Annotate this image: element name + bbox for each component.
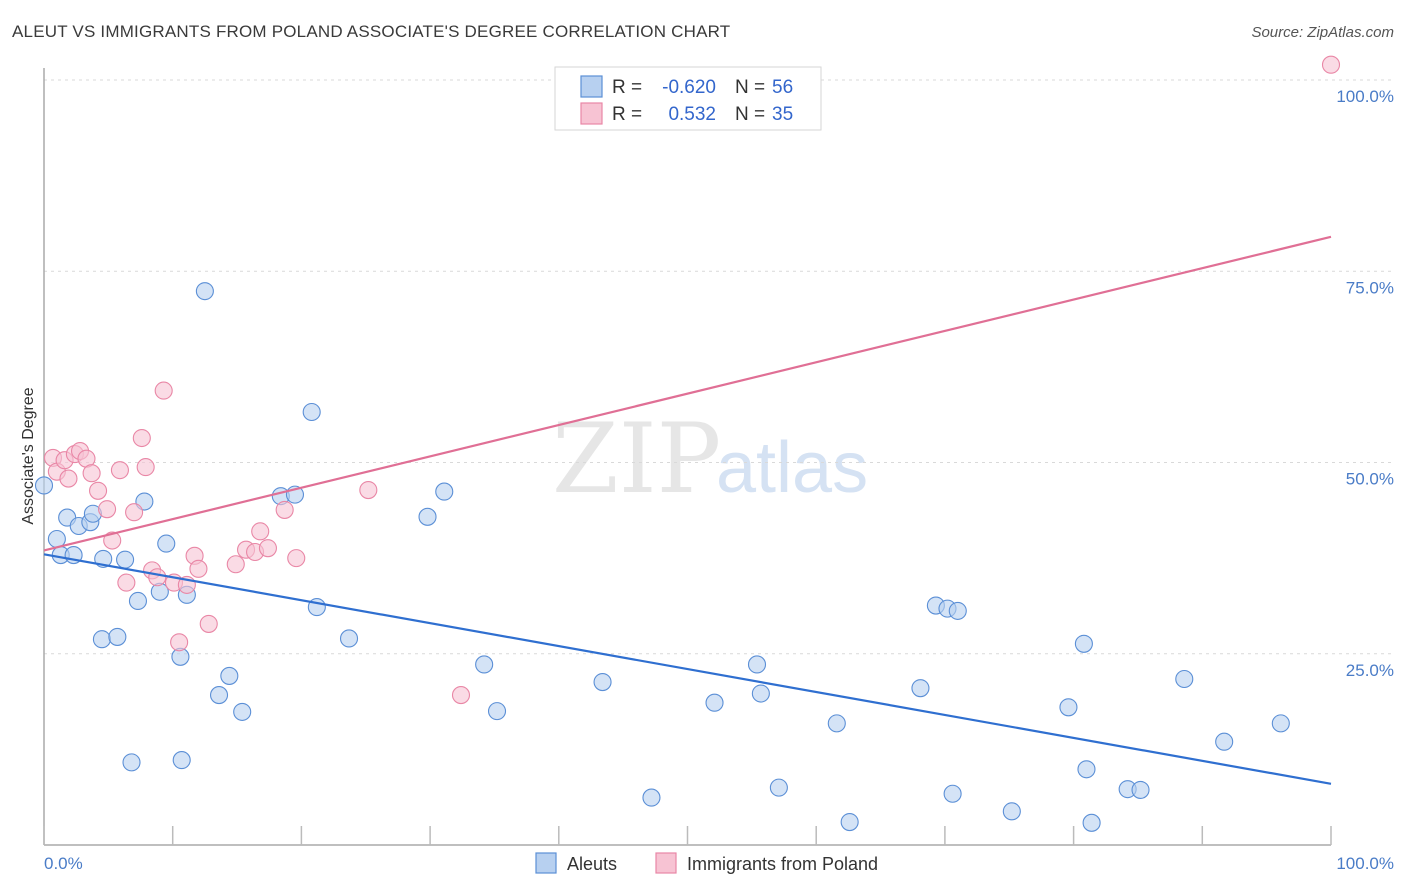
aleuts-point-8 xyxy=(92,630,111,649)
source-credit: Source: ZipAtlas.com xyxy=(1251,24,1394,41)
poland-point-20 xyxy=(170,633,189,652)
aleuts-point-45 xyxy=(948,601,967,620)
aleuts-point-44 xyxy=(943,784,962,803)
correlation-legend: R = -0.620 N = 56 R = 0.532 N = 35 xyxy=(554,66,822,131)
watermark-atlas: atlas xyxy=(716,428,868,508)
aleuts-point-35 xyxy=(705,693,724,712)
aleuts-point-54 xyxy=(1215,732,1234,751)
poland-point-31 xyxy=(287,549,306,568)
aleuts-point-11 xyxy=(116,550,135,569)
poland-point-10 xyxy=(103,531,122,550)
aleuts-point-16 xyxy=(157,534,176,553)
poland-point-15 xyxy=(136,458,155,477)
poland-point-25 xyxy=(226,555,245,574)
poland-point-3 xyxy=(59,469,78,488)
aleuts-point-34 xyxy=(642,788,661,807)
x-tick-label-0: 0.0% xyxy=(44,854,83,873)
poland-trend-line xyxy=(43,235,1332,552)
aleuts-point-33 xyxy=(593,673,612,692)
aleuts-point-53 xyxy=(1175,669,1194,689)
bottom-legend-label-poland: Immigrants from Poland xyxy=(687,854,878,874)
aleuts-point-13 xyxy=(128,591,148,611)
poland-point-18 xyxy=(154,381,173,400)
aleuts-point-39 xyxy=(827,714,846,733)
poland-point-9 xyxy=(98,500,117,519)
aleuts-point-36 xyxy=(747,655,767,674)
poland-point-28 xyxy=(251,522,270,541)
aleuts-point-10 xyxy=(108,627,127,646)
aleuts-point-22 xyxy=(220,666,239,685)
poland-point-11 xyxy=(110,461,129,480)
poland-point-33 xyxy=(451,686,471,705)
y-tick-label-25: 25.0% xyxy=(1346,661,1394,680)
x-tick-label-100: 100.0% xyxy=(1336,854,1394,873)
aleuts-point-49 xyxy=(1077,760,1096,779)
chart-title: ALEUT VS IMMIGRANTS FROM POLAND ASSOCIAT… xyxy=(12,22,731,41)
poland-point-13 xyxy=(125,503,144,522)
aleuts-point-26 xyxy=(302,402,321,422)
y-tick-label-75: 75.0% xyxy=(1346,278,1394,297)
series-poland-points xyxy=(43,55,1341,705)
poland-point-34 xyxy=(1321,55,1341,74)
aleuts-point-41 xyxy=(911,679,930,698)
aleuts-trend-line xyxy=(43,553,1332,785)
legend-n-label-1: N = xyxy=(735,77,765,98)
bottom-legend-swatch-aleuts xyxy=(535,852,557,874)
series-legend: Aleuts Immigrants from Poland xyxy=(535,852,878,874)
poland-point-23 xyxy=(189,559,208,578)
poland-point-17 xyxy=(148,568,167,587)
poland-point-29 xyxy=(258,539,277,558)
aleuts-point-50 xyxy=(1082,813,1101,832)
aleuts-point-55 xyxy=(1271,714,1290,733)
legend-r-label-2: R = xyxy=(612,104,642,125)
aleuts-point-12 xyxy=(122,753,141,772)
legend-swatch-aleuts xyxy=(580,75,603,98)
aleuts-point-18 xyxy=(172,751,191,770)
y-tick-labels: 25.0% 50.0% 75.0% 100.0% xyxy=(1336,87,1394,680)
poland-point-30 xyxy=(275,500,294,519)
aleuts-point-52 xyxy=(1131,780,1150,799)
legend-r-value-2: 0.532 xyxy=(668,104,716,125)
poland-point-14 xyxy=(132,428,151,448)
aleuts-point-37 xyxy=(751,684,770,703)
trend-lines xyxy=(43,235,1332,785)
bottom-legend-swatch-poland xyxy=(655,852,677,874)
legend-r-value-1: -0.620 xyxy=(662,77,716,98)
legend-n-value-2: 35 xyxy=(772,104,793,125)
x-axis-ticks xyxy=(43,826,1332,845)
aleuts-point-28 xyxy=(339,629,359,648)
bottom-legend-label-aleuts: Aleuts xyxy=(567,854,617,874)
aleuts-point-32 xyxy=(487,702,507,721)
watermark-zip: ZIP xyxy=(552,403,721,515)
aleuts-point-40 xyxy=(840,812,859,832)
aleuts-point-0 xyxy=(34,476,54,495)
aleuts-point-46 xyxy=(1002,802,1021,821)
aleuts-point-29 xyxy=(418,507,437,526)
poland-point-12 xyxy=(117,573,136,592)
legend-swatch-poland xyxy=(580,102,603,125)
aleuts-point-48 xyxy=(1074,634,1093,653)
aleuts-point-21 xyxy=(209,686,229,705)
poland-point-24 xyxy=(199,614,218,633)
aleuts-point-23 xyxy=(233,702,252,721)
y-tick-label-100: 100.0% xyxy=(1336,87,1394,106)
poland-point-7 xyxy=(82,464,101,483)
aleuts-point-47 xyxy=(1059,698,1078,717)
aleuts-point-31 xyxy=(475,655,494,674)
gridlines xyxy=(44,79,1394,655)
legend-r-label-1: R = xyxy=(612,77,642,98)
y-tick-label-50: 50.0% xyxy=(1346,470,1394,489)
aleuts-point-30 xyxy=(435,482,454,501)
legend-n-value-1: 56 xyxy=(772,77,793,98)
series-aleuts-points xyxy=(34,282,1290,832)
aleuts-point-20 xyxy=(195,282,214,301)
poland-point-32 xyxy=(359,480,378,500)
y-axis-label: Associate's Degree xyxy=(20,387,37,524)
legend-n-label-2: N = xyxy=(735,104,765,125)
aleuts-point-38 xyxy=(769,778,788,797)
poland-point-8 xyxy=(89,481,108,500)
